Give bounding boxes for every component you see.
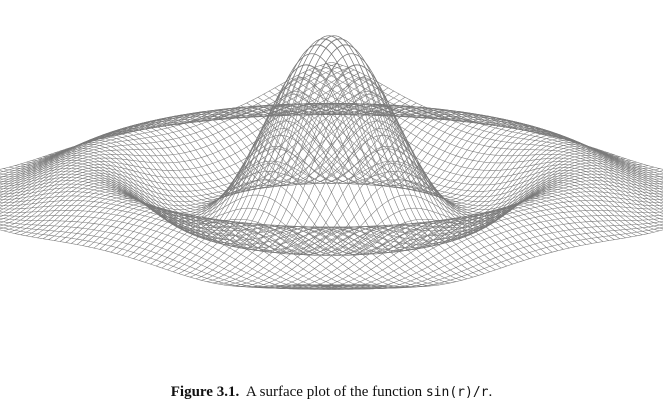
mesh-line-y: [0, 165, 434, 286]
mesh-line-y: [0, 200, 377, 290]
mesh-line-x: [320, 223, 663, 289]
mesh-line-x: [139, 94, 592, 261]
mesh-line-x: [110, 38, 564, 253]
mesh-line-y: [0, 162, 439, 286]
mesh-line-y: [0, 210, 366, 290]
mesh-line-y: [0, 214, 360, 290]
mesh-line-x: [224, 162, 663, 286]
mesh-line-y: [0, 205, 372, 290]
mesh-line-y: [99, 38, 553, 253]
mesh-line-y: [0, 191, 389, 290]
mesh-line-y: [93, 44, 547, 254]
mesh-line-y: [0, 229, 332, 289]
mesh-line-y: [71, 94, 524, 261]
caption-period: .: [488, 384, 493, 400]
mesh-line-x: [297, 210, 663, 290]
figure-label: Figure 3.1.: [170, 384, 240, 400]
mesh-line-x: [127, 64, 581, 258]
mesh-line-x: [269, 187, 663, 290]
mesh-line-y: [0, 187, 394, 290]
mesh-line-y: [3, 155, 457, 282]
mesh-line-x: [325, 226, 663, 288]
mesh-line-x: [0, 84, 383, 194]
mesh-line-y: [184, 106, 638, 237]
mesh-line-x: [280, 195, 663, 290]
mesh-line-x: [303, 214, 663, 290]
mesh-line-x: [291, 205, 663, 290]
mesh-line-y: [105, 35, 558, 251]
mesh-line-y: [280, 84, 663, 194]
mesh-line-y: [0, 217, 355, 290]
mesh-line-x: [25, 106, 479, 237]
mesh-line-y: [26, 146, 479, 276]
mesh-line-x: [286, 200, 663, 290]
mesh-line-y: [88, 53, 541, 256]
caption-text: A surface plot of the function: [245, 384, 423, 400]
figure-caption: Figure 3.1. A surface plot of the functi…: [0, 384, 663, 401]
mesh-line-y: [0, 226, 338, 288]
mesh-line-y: [0, 180, 406, 289]
mesh-line-x: [189, 148, 643, 278]
mesh-line-x: [240, 170, 663, 288]
mesh-line-y: [0, 159, 445, 285]
mesh-line-x: [235, 167, 663, 287]
mesh-line-x: [0, 90, 394, 199]
mesh-line-x: [76, 64, 530, 245]
mesh-line-x: [206, 155, 660, 282]
surface-plot: [0, 35, 663, 290]
mesh-line-x: [116, 44, 570, 254]
mesh-line-x: [229, 165, 663, 286]
mesh-line-y: [0, 195, 383, 290]
mesh-line-x: [201, 152, 654, 281]
mesh-line-x: [257, 180, 663, 289]
mesh-line-y: [82, 64, 536, 258]
mesh-line-y: [0, 173, 417, 288]
mesh-line-y: [0, 223, 343, 289]
mesh-line-y: [269, 90, 663, 199]
surface-mesh: [0, 35, 663, 290]
mesh-line-x: [218, 159, 663, 285]
mesh-line-x: [184, 146, 637, 276]
mesh-line-y: [0, 167, 428, 287]
mesh-line-y: [133, 64, 587, 245]
mesh-line-x: [331, 229, 663, 289]
mesh-line-y: [0, 170, 423, 288]
mesh-line-x: [274, 191, 663, 290]
mesh-line-x: [122, 53, 575, 256]
mesh-line-y: [9, 152, 462, 281]
mesh-line-x: [246, 173, 663, 288]
mesh-line-y: [20, 148, 474, 278]
caption-function-code: sin(r)/r: [425, 385, 489, 400]
mesh-line-y: [14, 150, 468, 280]
mesh-line-x: [308, 217, 663, 290]
mesh-line-x: [195, 150, 649, 280]
